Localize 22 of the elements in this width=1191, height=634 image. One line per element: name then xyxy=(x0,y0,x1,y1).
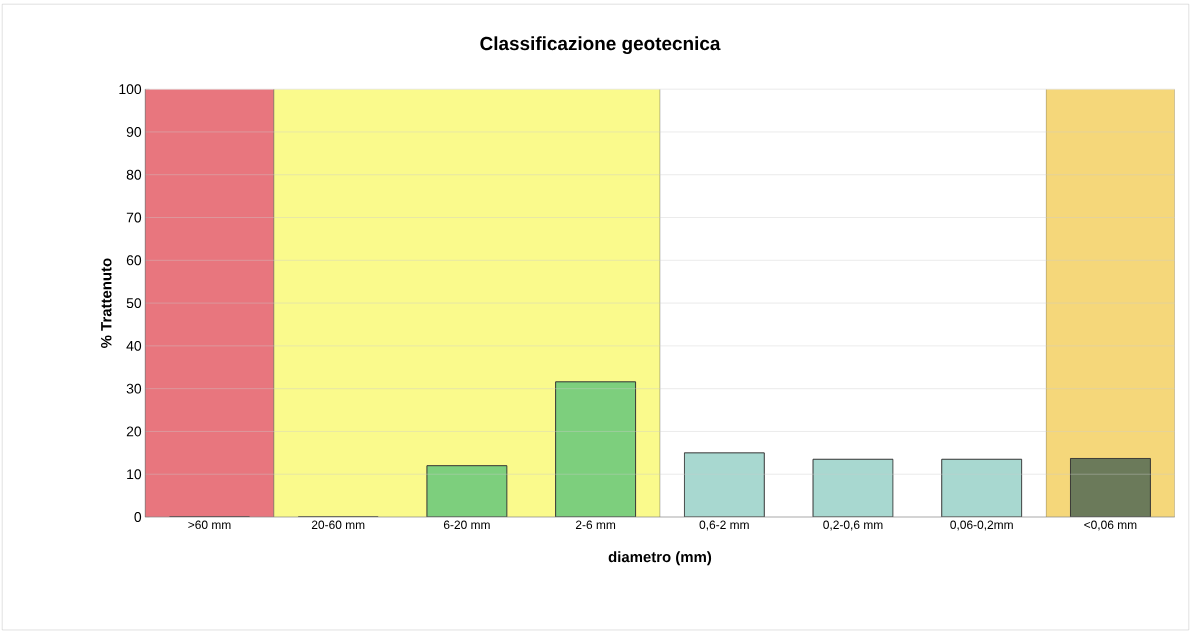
x-tick-label: 0,2-0,6 mm xyxy=(823,520,883,531)
y-tick-label: 20 xyxy=(126,426,142,437)
y-tick-label: 60 xyxy=(126,255,142,266)
chart-title: Classificazione geotecnica xyxy=(480,36,721,54)
y-tick-label: 30 xyxy=(126,383,142,394)
x-axis-title: diametro (mm) xyxy=(608,551,712,566)
y-tick-label: 70 xyxy=(126,212,142,223)
y-tick-label: 90 xyxy=(126,126,142,137)
x-tick-label: <0,06 mm xyxy=(1084,520,1137,531)
x-tick-label: 0,06-0,2mm xyxy=(950,520,1013,531)
y-axis-title: % Trattenuto xyxy=(101,258,112,348)
y-tick-label: 50 xyxy=(126,298,142,308)
y-tick-label: 0 xyxy=(134,511,142,522)
x-tick-label: 0,6-2 mm xyxy=(699,520,749,531)
x-tick-label: 2-6 mm xyxy=(575,520,616,529)
y-tick-label: 80 xyxy=(126,169,142,180)
x-tick-label: 20-60 mm xyxy=(311,520,365,529)
x-tick-label: 6-20 mm xyxy=(443,520,490,529)
y-tick-label: 40 xyxy=(126,340,142,351)
x-tick-label: >60 mm xyxy=(188,520,231,529)
y-tick-label: 10 xyxy=(127,469,142,480)
y-tick-label: 100 xyxy=(119,84,142,95)
